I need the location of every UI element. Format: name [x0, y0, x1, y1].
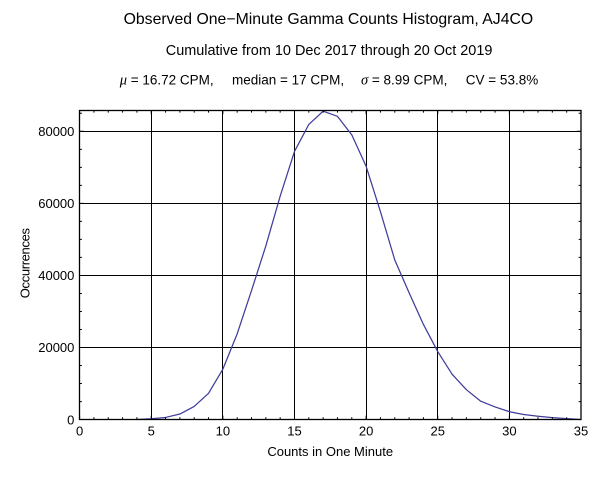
svg-text:60000: 60000: [38, 196, 74, 211]
svg-text:Counts in One Minute: Counts in One Minute: [267, 444, 393, 459]
svg-text:Cumulative from 10 Dec 2017 th: Cumulative from 10 Dec 2017 through 20 O…: [166, 43, 493, 59]
svg-text:30: 30: [502, 424, 516, 439]
svg-text:15: 15: [287, 424, 301, 439]
svg-text:median = 17 CPM,: median = 17 CPM,: [232, 73, 344, 88]
svg-text:80000: 80000: [38, 124, 74, 139]
svg-text:0: 0: [76, 424, 83, 439]
svg-text:Occurrences: Occurrences: [18, 228, 33, 299]
svg-text:20: 20: [359, 424, 373, 439]
svg-text:0: 0: [67, 412, 74, 427]
svg-text:10: 10: [216, 424, 230, 439]
svg-text:25: 25: [431, 424, 445, 439]
svg-text:5: 5: [148, 424, 155, 439]
svg-text:μ = 16.72 CPM,: μ = 16.72 CPM,: [119, 73, 214, 89]
svg-text:20000: 20000: [38, 340, 74, 355]
svg-text:CV = 53.8%: CV = 53.8%: [466, 73, 538, 88]
svg-text:σ = 8.99 CPM,: σ = 8.99 CPM,: [361, 73, 447, 89]
svg-text:35: 35: [574, 424, 588, 439]
svg-text:40000: 40000: [38, 268, 74, 283]
svg-text:Observed One−Minute Gamma Coun: Observed One−Minute Gamma Counts Histogr…: [124, 11, 534, 28]
